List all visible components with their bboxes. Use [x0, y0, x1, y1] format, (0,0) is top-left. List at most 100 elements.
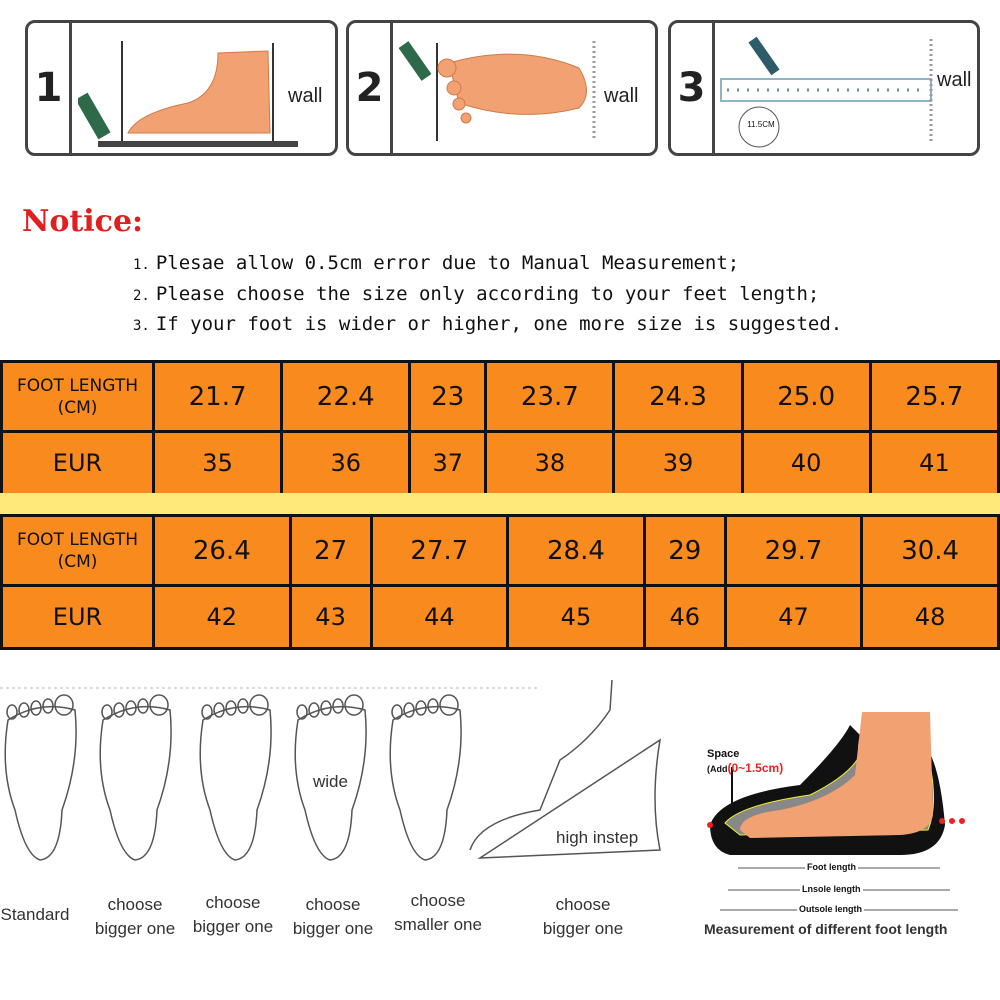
size-table-1: FOOT LENGTH (CM) 21.7 22.4 23 23.7 24.3 25.0 25.…: [0, 360, 1000, 496]
toe-outline: [30, 700, 42, 716]
ruler-illustration: [720, 36, 933, 148]
toe-outline: [391, 704, 403, 720]
eur-size-cell: 37: [408, 430, 488, 496]
toe-outline: [403, 702, 415, 718]
toe-outline: [320, 700, 332, 716]
foot-length-cell: 23: [408, 360, 488, 433]
foot-type-label: choose smaller one: [394, 891, 482, 934]
item-text: Please choose the size only according to…: [155, 283, 820, 305]
toe-outline: [149, 694, 169, 716]
measurement-caption: Measurement of different foot length: [704, 921, 948, 937]
notice-item: 3. If your foot is wider or higher, one m…: [133, 313, 842, 335]
toe-outline: [137, 698, 149, 714]
toe-outline: [308, 702, 320, 718]
foot-length-cell: 27: [288, 514, 373, 587]
foot-side-illustration: [78, 41, 298, 147]
foot-length-cell: 30.4: [860, 514, 1000, 587]
row-header-foot-length: FOOT LENGTH (CM): [0, 514, 155, 587]
foot-length-cell: 24.3: [612, 360, 744, 433]
foot-length-cell: 29.7: [723, 514, 864, 587]
item-text: Plesae allow 0.5cm error due to Manual M…: [155, 252, 740, 274]
foot-type-label: choose bigger one: [542, 895, 624, 938]
foot-length-cell: 23.7: [484, 360, 616, 433]
toe-outline: [6, 704, 18, 720]
foot-length-cell: 29: [642, 514, 727, 587]
foot-type-label: choose bigger one: [192, 893, 274, 936]
eur-size-cell: 43: [288, 584, 373, 650]
toe-outline: [439, 694, 459, 716]
notice-title: Notice:: [22, 204, 144, 239]
eur-size-cell: 45: [506, 584, 646, 650]
step-2-panel: 2 wall: [346, 20, 658, 156]
eur-size-cell: 42: [152, 584, 292, 650]
item-number: 1.: [133, 257, 150, 273]
step-3-panel: 3 11.5CM wall: [668, 20, 980, 156]
space-add-label: (Add(0~1.5cm): [707, 761, 783, 775]
space-label: Space: [707, 748, 740, 760]
toe-outline: [54, 694, 74, 716]
foot-outline: [4, 705, 77, 861]
item-number: 2.: [133, 288, 150, 304]
foot-outline: [389, 705, 462, 861]
foot-outline: [99, 705, 172, 861]
toe-outline: [101, 704, 113, 720]
foot-length-cell: 25.0: [740, 360, 872, 433]
toe-outline: [296, 704, 308, 720]
size-table-2: FOOT LENGTH (CM) 26.4 27 27.7 28.4 29 29.7 30.4 E…: [0, 514, 1000, 650]
foot-length-row: FOOT LENGTH (CM) 21.7 22.4 23 23.7 24.3 25.0 25.…: [0, 360, 1000, 433]
item-text: If your foot is wider or higher, one mor…: [155, 313, 843, 335]
foot-type-label: Standard: [0, 905, 70, 924]
toe-outline: [427, 698, 439, 714]
foot-length-cell: 28.4: [506, 514, 646, 587]
foot-outline: [199, 705, 272, 861]
wall-label: wall: [288, 85, 323, 107]
eur-size-cell: 48: [860, 584, 1000, 650]
eur-row: EUR 42 43 44 45 46 47 48: [0, 584, 1000, 650]
eur-size-cell: 38: [484, 430, 616, 496]
toe-outline: [344, 694, 364, 716]
foot-length-cell: 27.7: [369, 514, 510, 587]
wide-annotation: wide: [313, 772, 348, 791]
header-unit: (CM): [57, 397, 98, 418]
toe-outline: [332, 698, 344, 714]
row-header-foot-length: FOOT LENGTH (CM): [0, 360, 155, 433]
foot-length-cell: 21.7: [151, 360, 284, 433]
toe-outline: [249, 694, 269, 716]
add-prefix: (Add: [707, 764, 728, 774]
item-number: 3.: [133, 318, 150, 334]
shoe-measurement-illustration: [707, 712, 965, 911]
toe-outline: [125, 700, 137, 716]
header-line: FOOT LENGTH: [17, 375, 138, 396]
foot-top-illustration: [399, 41, 596, 141]
toe-outline: [225, 700, 237, 716]
row-header-eur: EUR: [0, 430, 155, 496]
wall-label: wall: [604, 85, 639, 107]
row-header-eur: EUR: [0, 584, 155, 650]
foot-type-label: choose bigger one: [94, 895, 176, 938]
eur-size-cell: 39: [612, 430, 744, 496]
eur-row: EUR 35 36 37 38 39 40 41: [0, 430, 1000, 496]
wall-label: wall: [937, 69, 972, 91]
foot-length-cell: 26.4: [152, 514, 292, 587]
step-number: 3: [671, 23, 715, 153]
insole-length-label: Lnsole length: [800, 884, 863, 894]
header-unit: (CM): [57, 551, 98, 572]
eur-size-cell: 47: [723, 584, 864, 650]
add-value: (0~1.5cm): [727, 761, 784, 775]
header-line: FOOT LENGTH: [17, 529, 138, 550]
foot-length-label: Foot length: [805, 862, 858, 872]
eur-size-cell: 36: [280, 430, 412, 496]
step-number: 2: [349, 23, 393, 153]
foot-length-cell: 25.7: [868, 360, 1000, 433]
toe-outline: [18, 702, 30, 718]
notice-item: 1. Plesae allow 0.5cm error due to Manual…: [133, 252, 739, 274]
foot-outline: [294, 705, 367, 861]
step-number: 1: [28, 23, 72, 153]
step-1-panel: 1 wall: [25, 20, 338, 156]
eur-size-cell: 35: [151, 430, 284, 496]
toe-outline: [201, 704, 213, 720]
notice-item: 2. Please choose the size only according …: [133, 283, 819, 305]
outsole-length-label: Outsole length: [797, 904, 864, 914]
toe-outline: [42, 698, 54, 714]
table-divider-band: [0, 493, 1000, 515]
